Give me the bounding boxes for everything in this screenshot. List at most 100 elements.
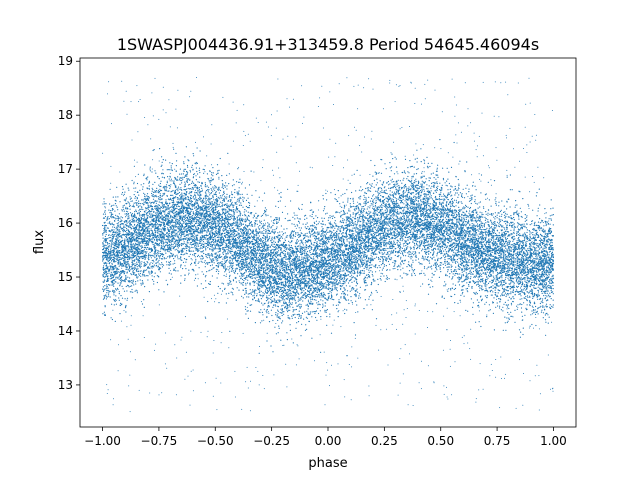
data-point [143,201,145,203]
data-point [546,235,548,237]
data-point [208,283,210,285]
data-point [103,297,105,299]
data-point [441,262,443,264]
data-point [481,230,483,232]
data-point [545,303,548,305]
data-point [256,269,258,271]
data-point [524,266,526,268]
data-point [442,179,445,181]
data-point [452,214,454,217]
data-point [386,223,388,225]
data-point [114,203,117,205]
data-point [209,281,211,283]
data-point [378,222,380,224]
data-point [178,233,181,235]
data-point [445,232,448,234]
data-point [543,225,545,227]
data-point [278,276,280,278]
data-point [275,247,277,249]
data-point [460,278,462,280]
data-point [232,206,234,208]
data-point [479,201,481,203]
data-point [228,173,230,175]
data-point [116,287,119,289]
data-point [402,215,404,217]
data-point [404,183,407,186]
data-point [444,226,446,228]
data-point [509,174,511,176]
data-point [463,275,465,277]
data-point [224,269,227,271]
data-point [240,232,242,234]
data-point [191,180,193,182]
data-point [135,203,137,205]
data-point [208,192,210,194]
data-point [205,280,207,282]
data-point [322,278,324,280]
data-point [315,232,317,234]
data-point [518,222,520,224]
data-point [112,226,114,228]
data-point [303,246,305,248]
data-point [402,224,405,226]
data-point [418,261,420,263]
data-point [287,311,289,313]
data-point [158,217,160,219]
data-point [363,194,365,197]
data-point [381,252,383,254]
data-point [433,177,435,179]
data-point [365,285,367,287]
data-point [108,292,110,294]
data-point [232,294,234,296]
data-point [294,225,296,227]
data-point [512,248,514,251]
data-point [445,273,447,275]
data-point [541,300,544,302]
data-point [540,234,542,236]
data-point [297,234,299,236]
data-point [133,181,135,183]
data-point [439,236,441,238]
data-point [308,320,310,323]
data-point [549,282,551,285]
data-point [516,248,518,250]
data-point [369,212,371,214]
data-point [108,257,110,259]
data-point [521,281,524,283]
data-point [253,248,255,250]
data-point [446,266,448,268]
data-point [341,293,343,295]
data-point [358,225,360,227]
data-point [396,221,398,223]
data-point [266,256,268,258]
data-point [246,216,248,218]
data-point [430,173,432,175]
data-point [184,279,186,281]
data-point [408,236,410,238]
data-point [489,227,491,229]
data-point [129,269,131,271]
data-point [337,311,339,313]
data-point [506,261,508,263]
data-point [132,214,134,216]
data-point [373,221,376,223]
data-point [278,265,280,267]
data-point [152,149,154,152]
data-point [135,219,137,222]
data-point [169,213,171,215]
data-point [245,278,247,280]
data-point [450,241,452,243]
data-point [173,242,175,244]
data-point [248,228,250,230]
data-point [352,261,354,264]
data-point [407,167,409,169]
data-point [144,233,146,235]
data-point [170,273,172,275]
data-point [276,254,278,256]
data-point [254,225,256,227]
data-point [181,182,183,184]
data-point [117,262,119,264]
data-point [128,217,130,219]
data-point [117,229,119,231]
data-point [375,217,377,219]
